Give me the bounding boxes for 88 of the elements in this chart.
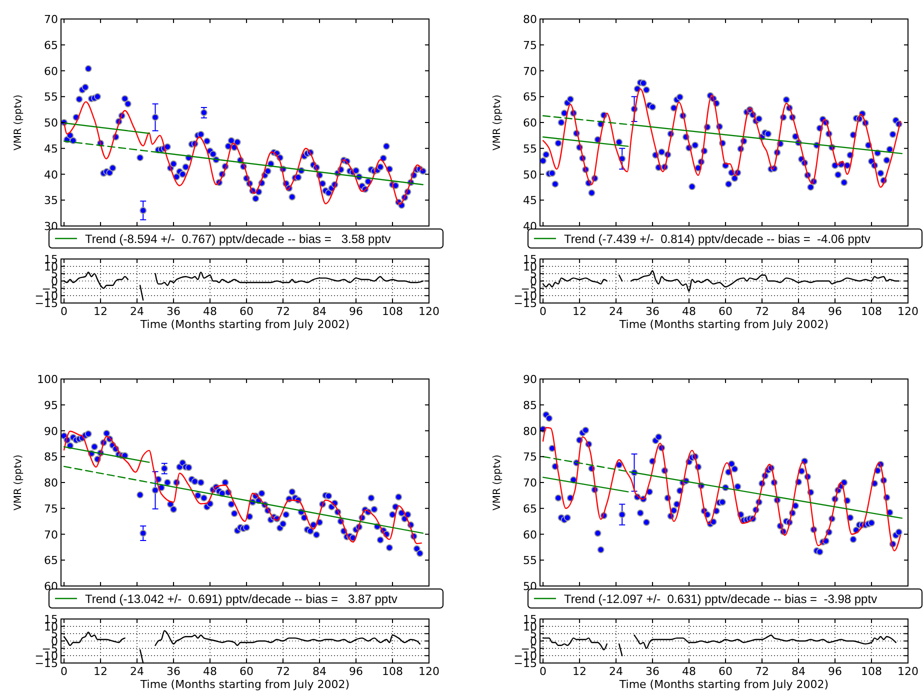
legend-label: Trend (-7.439 +/- 0.814) pptv/decade -- bias = -4.06 pptv <box>564 232 870 246</box>
x-tick-label: 108 <box>861 305 882 318</box>
y-tick-label: 75 <box>523 38 537 52</box>
y-tick-label: 85 <box>523 398 537 412</box>
y-tick-label: 50 <box>44 116 58 130</box>
y-tick-label: 55 <box>523 142 537 156</box>
y-tick-label: 65 <box>523 502 537 516</box>
x-tick-label: 72 <box>276 665 290 678</box>
x-tick-label: 60 <box>240 665 254 678</box>
y-tick-label: 70 <box>523 476 537 490</box>
y-tick-label: 75 <box>523 450 537 464</box>
y-tick-label: 35 <box>44 194 58 208</box>
x-tick-label: 120 <box>418 665 440 678</box>
x-tick-label: 108 <box>861 665 882 678</box>
y-tick-label: 90 <box>44 424 58 438</box>
x-tick-label: 96 <box>349 305 364 318</box>
y-tick-label: 45 <box>44 142 58 156</box>
x-tick-label: 24 <box>609 665 624 678</box>
y-tick-label: 100 <box>37 373 58 386</box>
x-tick-label: 96 <box>349 665 364 678</box>
y-tick-label: 70 <box>44 528 58 542</box>
legend-label: Trend (-12.097 +/- 0.631) pptv/decade -- bias = -3.98 pptv <box>564 592 878 606</box>
x-tick-label: 24 <box>130 665 144 678</box>
y-tick-label: 80 <box>523 424 537 438</box>
x-tick-label: 84 <box>792 665 806 678</box>
x-tick-label: 24 <box>130 305 144 318</box>
y-tick-label: 40 <box>44 168 58 182</box>
x-tick-label: 24 <box>609 305 624 318</box>
y-tick-label: 65 <box>44 554 58 568</box>
y-tick-label: 60 <box>523 528 537 542</box>
y-tick-label: 80 <box>523 13 537 26</box>
x-tick-label: 72 <box>755 665 770 678</box>
x-tick-label: 108 <box>382 305 404 318</box>
x-tick-label: 96 <box>828 305 842 318</box>
y-tick-label: 70 <box>44 13 58 26</box>
x-tick-label: 36 <box>166 665 181 678</box>
x-axis-title: Time (Months starting from July 2002) <box>139 318 350 331</box>
x-tick-label: 0 <box>60 305 68 318</box>
x-axis-title: Time (Months starting from July 2002) <box>139 678 350 691</box>
y-tick-label: 70 <box>523 64 537 78</box>
x-axis-title: Time (Months starting from July 2002) <box>618 318 829 331</box>
x-tick-label: 96 <box>828 665 842 678</box>
x-tick-label: 12 <box>94 665 108 678</box>
x-tick-label: 48 <box>682 665 696 678</box>
legend-label: Trend (-13.042 +/- 0.691) pptv/decade -- bias = 3.87 pptv <box>85 592 398 606</box>
y-axis-title: VMR (pptv) <box>492 94 503 150</box>
y-axis-title: VMR (pptv) <box>13 94 24 150</box>
x-tick-label: 84 <box>312 665 327 678</box>
y-tick-label: 85 <box>44 450 58 464</box>
y-tick-label: 65 <box>523 90 537 104</box>
x-tick-label: 12 <box>94 305 108 318</box>
y-tick-label: 55 <box>44 90 58 104</box>
x-tick-label: 48 <box>682 305 696 318</box>
y-tick-label: 80 <box>44 476 58 490</box>
x-tick-label: 72 <box>755 305 770 318</box>
y-tick-label: 50 <box>523 168 537 182</box>
x-tick-label: 72 <box>276 305 290 318</box>
x-tick-label: 48 <box>203 665 218 678</box>
x-tick-label: 12 <box>572 305 587 318</box>
x-tick-label: 60 <box>718 305 733 318</box>
y-tick-label: 60 <box>44 64 58 78</box>
y-tick-label: 90 <box>523 373 537 386</box>
y-tick-label: 65 <box>44 38 58 52</box>
y-tick-label: 75 <box>44 502 58 516</box>
x-tick-label: 60 <box>240 305 254 318</box>
x-tick-label: 84 <box>312 305 327 318</box>
x-tick-label: 0 <box>540 305 547 318</box>
x-tick-label: 108 <box>382 665 404 678</box>
x-tick-label: 36 <box>166 305 181 318</box>
x-tick-label: 12 <box>572 665 587 678</box>
x-tick-label: 36 <box>646 665 660 678</box>
x-tick-label: 120 <box>898 305 918 318</box>
x-tick-label: 120 <box>898 665 918 678</box>
y-tick-label: 95 <box>44 398 58 412</box>
x-tick-label: 48 <box>203 305 218 318</box>
legend-label: Trend (-8.594 +/- 0.767) pptv/decade -- bias = 3.58 pptv <box>85 232 391 246</box>
x-tick-label: 0 <box>540 665 547 678</box>
y-axis-title: VMR (pptv) <box>492 454 503 510</box>
x-tick-label: 0 <box>60 665 68 678</box>
y-tick-label: 60 <box>523 116 537 130</box>
y-tick-label: 55 <box>523 554 537 568</box>
x-tick-label: 60 <box>718 665 733 678</box>
x-tick-label: 84 <box>792 305 806 318</box>
x-axis-title: Time (Months starting from July 2002) <box>618 678 829 691</box>
y-tick-label: 45 <box>523 194 537 208</box>
x-tick-label: 36 <box>646 305 660 318</box>
x-tick-label: 120 <box>418 305 440 318</box>
y-axis-title: VMR (pptv) <box>13 454 24 510</box>
